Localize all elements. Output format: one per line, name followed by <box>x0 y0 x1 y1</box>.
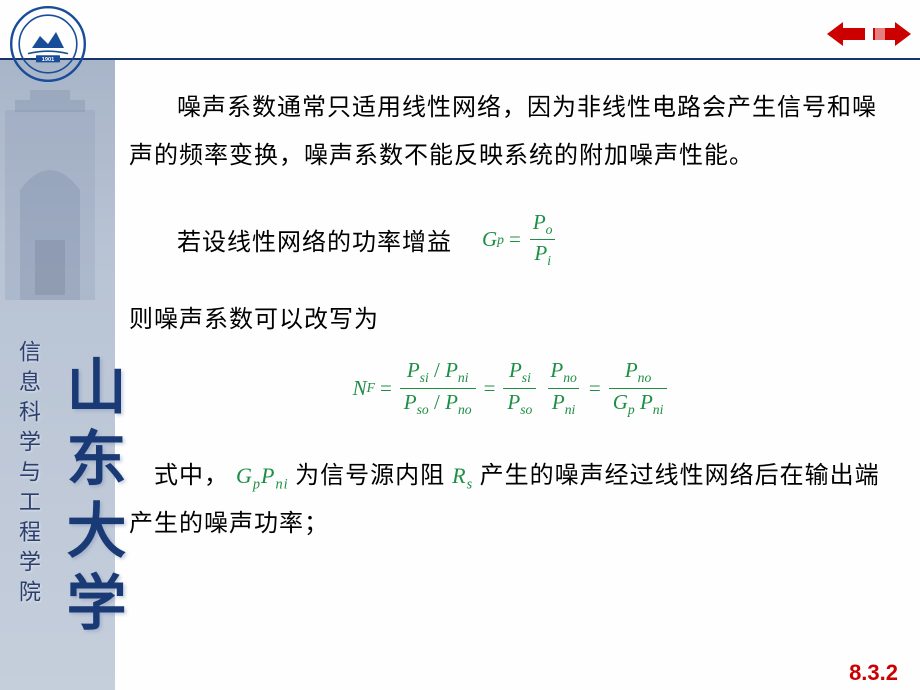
f3-den-b: P <box>640 390 653 414</box>
f2a-num-sub: si <box>522 371 531 386</box>
paragraph-1: 噪声系数通常只适用线性网络，因为非线性电路会产生信号和噪声的频率变换，噪声系数不… <box>129 84 894 180</box>
f1-den-a: P <box>404 390 417 414</box>
sidebar-image <box>0 90 100 310</box>
f2a-den: P <box>507 390 520 414</box>
prev-button[interactable] <box>826 18 866 50</box>
f2b-num: P <box>550 358 563 382</box>
f2a-num: P <box>509 358 522 382</box>
nav-buttons <box>826 18 912 50</box>
nf-lhs: N <box>353 376 367 401</box>
f2b-den: P <box>552 390 565 414</box>
department-name: 信息科学与工程学院 <box>12 340 44 610</box>
f1-num-a: P <box>407 358 420 382</box>
gain-num: P <box>533 210 546 234</box>
inl1-b: P <box>261 463 275 488</box>
para2-text: 若设线性网络的功率增益 <box>177 222 452 257</box>
gain-lhs-sub: p <box>497 232 504 248</box>
inl2-a: R <box>452 463 466 488</box>
f2b-den-sub: ni <box>565 402 576 417</box>
paragraph-2: 若设线性网络的功率增益 Gp = Po Pi <box>129 210 894 269</box>
next-button[interactable] <box>872 18 912 50</box>
page-number: 8.3.2 <box>849 660 898 686</box>
sidebar: 信息科学与工程学院 山东大学 <box>0 60 115 690</box>
f3-den-a: G <box>613 390 628 414</box>
inl1-a-sub: p <box>253 476 261 492</box>
para4-a: 式中， <box>154 463 229 489</box>
gain-lhs: G <box>482 227 497 252</box>
gain-num-sub: o <box>546 222 553 237</box>
inl1-a: G <box>236 463 253 488</box>
paragraph-3: 则噪声系数可以改写为 <box>129 299 894 334</box>
f3-den-a-sub: p <box>628 402 635 417</box>
equation-gain: Gp = Po Pi <box>482 210 560 269</box>
f1-num-b: P <box>445 358 458 382</box>
f1-den-b-sub: no <box>458 402 472 417</box>
equation-nf: NF = Psi / Pni Pso / Pno = Psi Pso <box>129 358 894 417</box>
f1-num-a-sub: si <box>420 371 429 386</box>
gain-den-sub: i <box>547 253 551 268</box>
para4-b: 为信号源内阻 <box>295 463 445 489</box>
paragraph-4: 式中， GpPni 为信号源内阻 Rs 产生的噪声经过线性网络后在输出端产生的噪… <box>129 452 894 548</box>
f3-den-b-sub: ni <box>653 402 664 417</box>
f2b-num-sub: no <box>563 371 577 386</box>
f2a-den-sub: so <box>520 402 532 417</box>
logo-year: 1901 <box>42 57 54 63</box>
f3-num: P <box>625 358 638 382</box>
f1-num-b-sub: ni <box>458 371 469 386</box>
inl1-b-sub: ni <box>276 476 289 492</box>
gain-den: P <box>534 241 547 265</box>
nf-lhs-sub: F <box>367 380 375 396</box>
f1-den-b: P <box>445 390 458 414</box>
university-logo: 1901 <box>8 4 88 84</box>
content: 噪声系数通常只适用线性网络，因为非线性电路会产生信号和噪声的频率变换，噪声系数不… <box>115 60 920 690</box>
f3-num-sub: no <box>638 371 652 386</box>
inl2-a-sub: s <box>467 476 474 492</box>
header <box>0 0 920 60</box>
f1-den-a-sub: so <box>417 402 429 417</box>
